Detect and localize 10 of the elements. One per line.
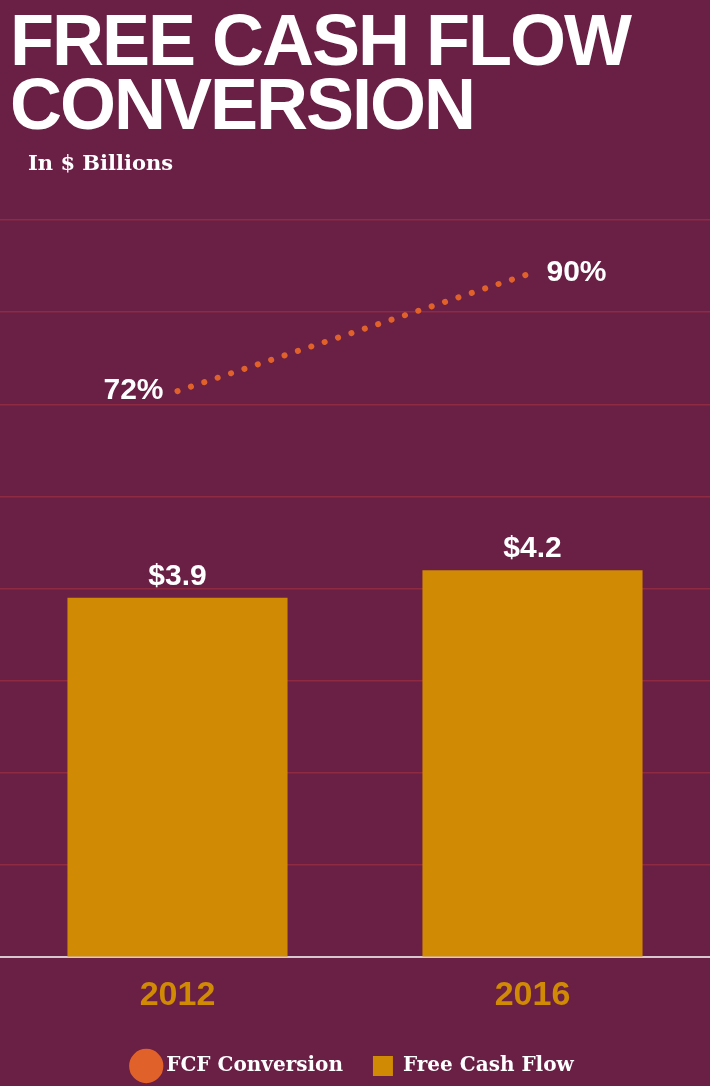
data-label: 72%	[103, 372, 164, 406]
chart-subtitle: In $ Billions	[28, 150, 175, 175]
legend-label: FCF Conversion	[166, 1052, 344, 1077]
chart-title: FREE CASH FLOW CONVERSION	[10, 0, 633, 144]
x-tick-label: 2012	[139, 973, 216, 1012]
data-label: $3.9	[148, 558, 207, 592]
data-label: $4.2	[503, 530, 562, 564]
legend-label: Free Cash Flow	[402, 1052, 575, 1077]
data-label: 90%	[546, 253, 607, 287]
x-tick-label: 2016	[494, 973, 571, 1012]
